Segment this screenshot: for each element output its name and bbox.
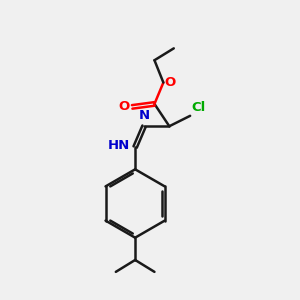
Text: Cl: Cl [192, 101, 206, 114]
Text: O: O [118, 100, 130, 113]
Text: N: N [139, 109, 150, 122]
Text: HN: HN [107, 139, 130, 152]
Text: O: O [165, 76, 176, 89]
